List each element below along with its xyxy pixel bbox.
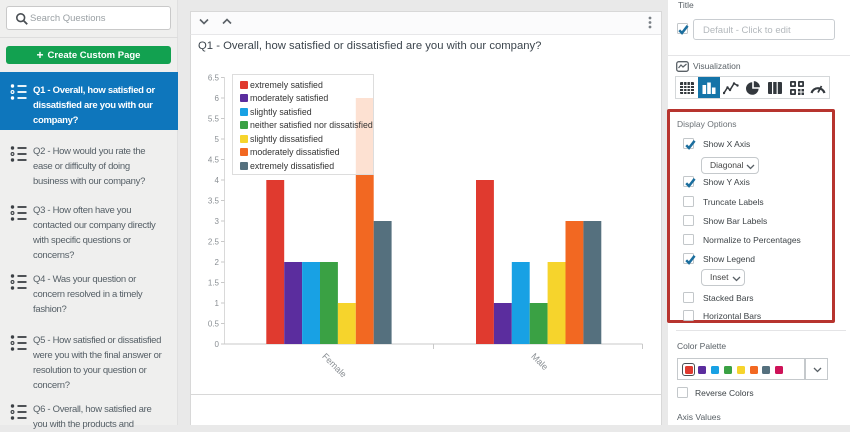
svg-text:0: 0 <box>215 340 220 349</box>
svg-text:5.5: 5.5 <box>208 115 220 124</box>
svg-text:6.5: 6.5 <box>208 74 220 83</box>
svg-text:1: 1 <box>215 299 220 308</box>
svg-text:6: 6 <box>215 94 220 103</box>
svg-text:4: 4 <box>215 176 220 185</box>
svg-text:0.5: 0.5 <box>208 320 220 329</box>
svg-text:3.5: 3.5 <box>208 197 220 206</box>
svg-text:1.5: 1.5 <box>208 279 220 288</box>
svg-text:2.5: 2.5 <box>208 238 220 247</box>
svg-text:Male: Male <box>529 351 550 372</box>
svg-text:2: 2 <box>215 258 220 267</box>
svg-text:5: 5 <box>215 135 220 144</box>
svg-text:3: 3 <box>215 217 220 226</box>
svg-text:4.5: 4.5 <box>208 156 220 165</box>
svg-text:Female: Female <box>320 351 348 379</box>
